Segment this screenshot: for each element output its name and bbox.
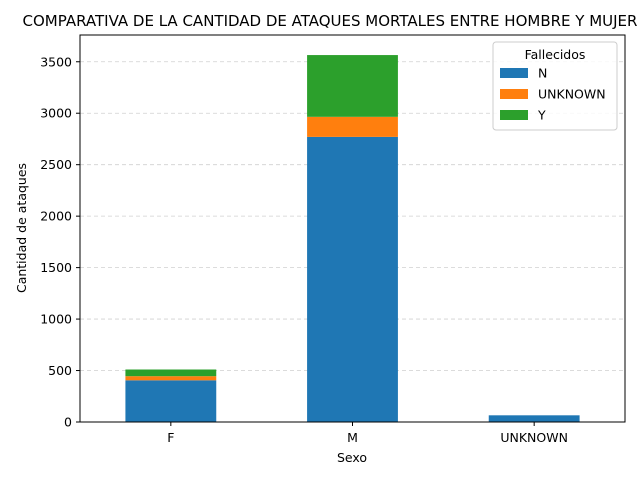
y-tick-label: 0	[64, 415, 72, 430]
legend-swatch-n	[500, 68, 528, 78]
x-tick-label: F	[167, 430, 174, 445]
legend-swatch-unknown	[500, 89, 528, 99]
bar-n-f	[125, 380, 217, 422]
x-tick-label: UNKNOWN	[500, 430, 568, 445]
y-axis-label: Cantidad de ataques	[14, 163, 29, 293]
bars	[125, 55, 580, 422]
y-tick-label: 1500	[40, 260, 72, 275]
y-tick-label: 2500	[40, 157, 72, 172]
bar-unknown-f	[125, 376, 217, 381]
legend-label-unknown: UNKNOWN	[538, 87, 606, 102]
y-axis-ticks: 0 500 1000 1500 2000 2500 3000 3500	[40, 54, 80, 430]
legend-items: N UNKNOWN Y	[500, 66, 606, 123]
bar-y-m	[307, 55, 398, 117]
chart-title: COMPARATIVA DE LA CANTIDAD DE ATAQUES MO…	[23, 12, 638, 30]
x-tick-label: M	[347, 430, 358, 445]
bar-y-f	[125, 369, 217, 377]
bar-unknown-m	[307, 116, 398, 137]
legend-title: Fallecidos	[525, 47, 586, 62]
x-axis-label: Sexo	[337, 450, 367, 465]
y-tick-label: 3000	[40, 106, 72, 121]
legend: Fallecidos N UNKNOWN Y	[492, 41, 618, 131]
bar-n-unknown	[488, 415, 580, 422]
bar-n-m	[307, 136, 398, 422]
x-axis-ticks: F M UNKNOWN	[167, 422, 568, 445]
y-tick-label: 3500	[40, 54, 72, 69]
legend-label-n: N	[538, 66, 547, 81]
legend-box	[492, 41, 618, 131]
y-tick-label: 500	[48, 363, 72, 378]
y-tick-label: 2000	[40, 209, 72, 224]
legend-label-y: Y	[537, 108, 546, 123]
y-tick-label: 1000	[40, 312, 72, 327]
legend-swatch-y	[500, 110, 528, 120]
